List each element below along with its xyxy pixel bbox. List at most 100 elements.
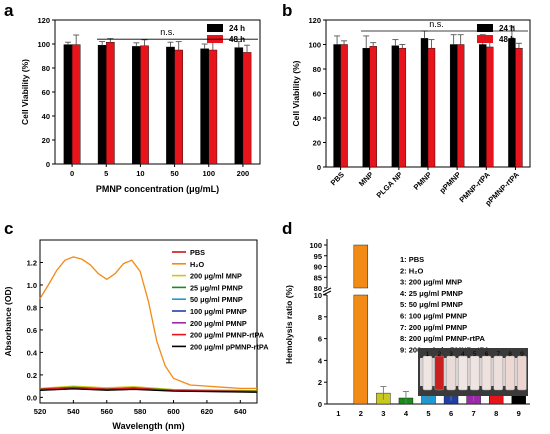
y-axis-label: Cell Viability (%) bbox=[20, 59, 30, 125]
bar-48h-PMNP-rtPA bbox=[486, 46, 494, 168]
panel-letter-b: b bbox=[282, 1, 292, 20]
x-tick-label: 640 bbox=[234, 407, 247, 416]
x-tick-label: 2 bbox=[359, 409, 363, 418]
legend-label: 24 h bbox=[229, 24, 245, 33]
legend-label: 8: 200 μg/ml PMNP-rtPA bbox=[400, 334, 485, 343]
bar-48h-pPMNP-rtPA bbox=[515, 47, 523, 168]
x-tick-label: 0 bbox=[70, 169, 74, 178]
bar-24h-100 bbox=[200, 48, 209, 165]
axis-break-mark bbox=[322, 287, 332, 293]
bar-24h-PMNP bbox=[420, 38, 429, 168]
legend-label: 24 h bbox=[499, 24, 515, 33]
x-tick-label: PLGA NP bbox=[375, 170, 405, 200]
y-axis-label: Absorbance (OD) bbox=[3, 286, 13, 356]
x-tick-label: 580 bbox=[134, 407, 147, 416]
plot-frame bbox=[39, 239, 258, 404]
y-tick-label: 120 bbox=[37, 16, 50, 25]
legend-label: 6: 100 μg/ml PMNP bbox=[400, 312, 467, 321]
panel-letter-d: d bbox=[282, 219, 292, 238]
y-tick-label: 100 bbox=[309, 241, 322, 250]
y-tick-label: 60 bbox=[313, 90, 321, 99]
y-tick-label: 95 bbox=[314, 252, 322, 261]
inset-tube-number: 7 bbox=[496, 351, 500, 358]
bar-48h-PLGA NP bbox=[398, 47, 407, 168]
legend-label: 200 μg/ml pPMNP-rtPA bbox=[190, 342, 269, 351]
inset-tube-number: 4 bbox=[461, 351, 465, 358]
y-tick-label: 1.0 bbox=[27, 281, 37, 290]
inset-tube-number: 5 bbox=[473, 351, 477, 358]
inset-tube bbox=[505, 355, 515, 391]
bar-2-lower bbox=[353, 294, 369, 405]
legend-label: 200 μg/ml PMNP-rtPA bbox=[190, 331, 265, 340]
x-axis-label: Wavelength (nm) bbox=[112, 421, 184, 431]
y-tick-label: 0 bbox=[46, 160, 50, 169]
bar-48h-5 bbox=[106, 42, 115, 165]
y-tick-label: 6 bbox=[318, 335, 322, 344]
y-tick-label: 120 bbox=[308, 16, 321, 25]
x-tick-label: 5 bbox=[426, 409, 430, 418]
y-tick-label: 10 bbox=[314, 291, 322, 300]
x-tick-label: 7 bbox=[472, 409, 476, 418]
y-tick-label: 0 bbox=[317, 163, 321, 172]
panel-letter-a: a bbox=[4, 1, 14, 20]
line-series-7 bbox=[39, 386, 258, 393]
legend-label: H₂O bbox=[190, 260, 205, 269]
inset-tube bbox=[458, 355, 468, 391]
y-tick-label: 100 bbox=[308, 41, 321, 50]
panel-c-chart: c 0.0 0.2 0.4 0.6 0.8 1.0 1.2 520 540 560 580 600 620… bbox=[3, 219, 269, 431]
x-axis-label: PMNP concentration (μg/mL) bbox=[96, 184, 219, 194]
inset-tube-number: 1 bbox=[426, 351, 430, 358]
y-tick-label: 0.0 bbox=[27, 393, 37, 402]
bar-2-upper bbox=[353, 244, 369, 289]
y-tick-label: 2 bbox=[318, 378, 322, 387]
inset-tube-number: 8 bbox=[508, 351, 512, 358]
y-tick-label: 85 bbox=[314, 273, 322, 282]
y-tick-label: 8 bbox=[318, 313, 322, 322]
inset-tube bbox=[434, 355, 445, 391]
x-tick-label: 6 bbox=[449, 409, 453, 418]
x-tick-label: 520 bbox=[34, 407, 47, 416]
y-tick-label: 4 bbox=[318, 356, 323, 365]
bar-24h-200 bbox=[234, 47, 244, 165]
bar-24h-50 bbox=[166, 46, 175, 165]
legend-label: 4: 25 μg/ml PMNP bbox=[400, 289, 463, 298]
inset-tube bbox=[469, 355, 480, 391]
y-tick-label: 60 bbox=[42, 88, 50, 97]
x-tick-label: PBS bbox=[329, 170, 346, 187]
legend-swatch bbox=[477, 35, 493, 43]
axis-break-mark bbox=[322, 290, 332, 296]
bar-48h-0 bbox=[71, 44, 81, 165]
bar-24h-5 bbox=[97, 45, 107, 165]
x-tick-label: 540 bbox=[67, 407, 80, 416]
inset-tube bbox=[446, 355, 456, 391]
inset-tube bbox=[517, 355, 527, 391]
x-tick-label: PMNP bbox=[412, 170, 434, 192]
x-tick-label: 620 bbox=[201, 407, 214, 416]
y-tick-label: 0.8 bbox=[27, 303, 37, 312]
y-tick-label: 40 bbox=[313, 114, 321, 123]
bar-48h-10 bbox=[140, 45, 149, 165]
x-tick-label: 600 bbox=[167, 407, 180, 416]
y-tick-label: 20 bbox=[313, 139, 321, 148]
y-tick-label: 100 bbox=[37, 40, 50, 49]
legend-swatch bbox=[207, 24, 223, 32]
legend-label: PBS bbox=[190, 248, 205, 257]
inset-tube bbox=[422, 355, 433, 391]
y-tick-label: 80 bbox=[314, 284, 322, 293]
y-tick-label: 0.2 bbox=[27, 371, 37, 380]
bar-48h-PBS bbox=[340, 44, 348, 168]
inset-tube bbox=[493, 355, 504, 391]
legend-swatch bbox=[477, 24, 493, 32]
inset-tube-number: 6 bbox=[485, 351, 489, 358]
legend-label: 3: 200 μg/ml MNP bbox=[400, 278, 462, 287]
x-tick-label: 8 bbox=[494, 409, 498, 418]
x-tick-label: 9 bbox=[517, 409, 521, 418]
inset-tube bbox=[481, 355, 492, 391]
legend-label: 25 μg/ml PMNP bbox=[190, 283, 243, 292]
bar-24h-0 bbox=[63, 44, 73, 165]
x-tick-label: 4 bbox=[404, 409, 409, 418]
bar-24h-pPMNP bbox=[449, 44, 458, 168]
bar-24h-pPMNP-rtPA bbox=[508, 38, 516, 168]
